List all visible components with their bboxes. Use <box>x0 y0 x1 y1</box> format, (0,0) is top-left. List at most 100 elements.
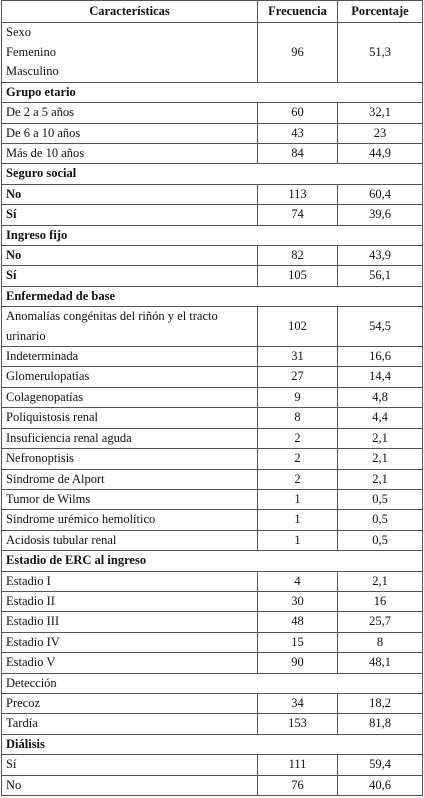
porcentaje-cell: 8 <box>337 631 423 654</box>
frecuencia-cell: 82 <box>257 245 338 267</box>
row: Insuficiencia renal aguda 2 2,1 <box>1 427 423 450</box>
frecuencia-cell: 31 <box>257 346 338 368</box>
row: De 2 a 5 años 60 32,1 <box>1 102 423 124</box>
porcentaje-cell: 4,4 <box>337 407 423 429</box>
section-row: Grupo etario <box>1 81 423 104</box>
row: Estadio II 30 16 <box>1 590 423 613</box>
label-cell: De 6 a 10 años <box>1 122 258 145</box>
section-row: Ingreso fijo <box>1 224 423 247</box>
frecuencia-cell: 9 <box>257 386 338 409</box>
section-title: Estadio de ERC al ingreso <box>1 550 423 572</box>
frecuencia-cell: 84 <box>257 142 338 165</box>
label-cell: Más de 10 años <box>1 142 258 165</box>
label-line: Sexo <box>6 25 31 39</box>
row: Poliquistosis renal 8 4,4 <box>1 407 423 429</box>
label-cell: Estadio III <box>1 611 258 633</box>
frecuencia-cell: 4 <box>257 570 338 592</box>
row: Glomerulopatías 27 14,4 <box>1 366 423 388</box>
frecuencia-cell: 15 <box>257 631 338 654</box>
row: No 113 60,4 <box>1 183 423 206</box>
porcentaje-cell: 25,7 <box>337 611 423 633</box>
row: Estadio III 48 25,7 <box>1 611 423 633</box>
frecuencia-cell: 1 <box>257 488 338 511</box>
porcentaje-cell: 43,9 <box>337 245 423 267</box>
porcentaje-cell: 40,6 <box>337 774 423 797</box>
frecuencia-cell: 34 <box>257 692 338 715</box>
porcentaje-cell: 16 <box>337 590 423 613</box>
section-row: Estadio de ERC al ingreso <box>1 550 423 572</box>
label-line: Femenino <box>6 44 56 59</box>
label-cell: Sí <box>1 265 258 287</box>
label-cell: Anomalías congénitas del riñón y el trac… <box>1 306 258 348</box>
porcentaje-cell: 48,1 <box>337 652 423 674</box>
porcentaje-cell: 18,2 <box>337 692 423 715</box>
frecuencia-cell: 111 <box>257 754 338 776</box>
label-line: Masculino <box>6 64 59 79</box>
porcentaje-cell: 54,5 <box>337 306 423 348</box>
porcentaje-cell: 4,8 <box>337 386 423 409</box>
label-cell: Poliquistosis renal <box>1 407 258 429</box>
frecuencia-cell: 96 <box>257 22 338 83</box>
frecuencia-cell: 8 <box>257 407 338 429</box>
row: No 82 43,9 <box>1 245 423 267</box>
row: Nefronoptisis 2 2,1 <box>1 448 423 470</box>
row: Precoz 34 18,2 <box>1 692 423 715</box>
frecuencia-cell: 153 <box>257 713 338 735</box>
porcentaje-cell: 2,1 <box>337 448 423 470</box>
row: Indeterminada 31 16,6 <box>1 346 423 368</box>
row: De 6 a 10 años 43 23 <box>1 122 423 145</box>
row: No 76 40,6 <box>1 774 423 797</box>
label-cell: Sexo Femenino Masculino <box>1 22 258 83</box>
frecuencia-cell: 30 <box>257 590 338 613</box>
label-cell: Síndrome de Alport <box>1 468 258 490</box>
row: Acidosis tubular renal 1 0,5 <box>1 529 423 552</box>
label-cell: Estadio IV <box>1 631 258 654</box>
frecuencia-cell: 2 <box>257 448 338 470</box>
label-cell: Insuficiencia renal aguda <box>1 427 258 450</box>
header-cell: Características <box>1 0 258 23</box>
porcentaje-cell: 39,6 <box>337 204 423 226</box>
row: Colagenopatías 9 4,8 <box>1 386 423 409</box>
row: Estadio IV 15 8 <box>1 631 423 654</box>
section-title: Seguro social <box>1 163 423 185</box>
header-cell: Frecuencia <box>257 0 338 23</box>
header-row: Características Frecuencia Porcentaje <box>1 0 423 23</box>
label-cell: Acidosis tubular renal <box>1 529 258 552</box>
porcentaje-cell: 2,1 <box>337 570 423 592</box>
row: Más de 10 años 84 44,9 <box>1 142 423 165</box>
frecuencia-cell: 102 <box>257 306 338 348</box>
section-title: Enfermedad de base <box>1 285 423 308</box>
label-cell: Tardía <box>1 713 258 735</box>
row: Tardía 153 81,8 <box>1 713 423 735</box>
row: Sí 111 59,4 <box>1 754 423 776</box>
frecuencia-cell: 90 <box>257 652 338 674</box>
frecuencia-cell: 1 <box>257 529 338 552</box>
label-cell: Nefronoptisis <box>1 448 258 470</box>
porcentaje-cell: 44,9 <box>337 142 423 165</box>
label-cell: Indeterminada <box>1 346 258 368</box>
row: Síndrome urémico hemolítico 1 0,5 <box>1 509 423 531</box>
label-cell: No <box>1 245 258 267</box>
row: Estadio I 4 2,1 <box>1 570 423 592</box>
row: Síndrome de Alport 2 2,1 <box>1 468 423 490</box>
porcentaje-cell: 14,4 <box>337 366 423 388</box>
label-cell: Colagenopatías <box>1 386 258 409</box>
section-title: Detección <box>1 672 423 694</box>
label-cell: Sí <box>1 754 258 776</box>
label-cell: No <box>1 774 258 797</box>
porcentaje-cell: 56,1 <box>337 265 423 287</box>
label-cell: Tumor de Wilms <box>1 488 258 511</box>
label-cell: Estadio V <box>1 652 258 674</box>
porcentaje-cell: 23 <box>337 122 423 145</box>
frecuencia-cell: 48 <box>257 611 338 633</box>
frecuencia-cell: 60 <box>257 102 338 124</box>
row: Tumor de Wilms 1 0,5 <box>1 488 423 511</box>
porcentaje-cell: 2,1 <box>337 427 423 450</box>
porcentaje-cell: 0,5 <box>337 488 423 511</box>
section-title: Diálisis <box>1 733 423 756</box>
frecuencia-cell: 43 <box>257 122 338 145</box>
label-cell: De 2 a 5 años <box>1 102 258 124</box>
label-cell: Glomerulopatías <box>1 366 258 388</box>
row: Anomalías congénitas del riñón y el trac… <box>1 306 423 348</box>
